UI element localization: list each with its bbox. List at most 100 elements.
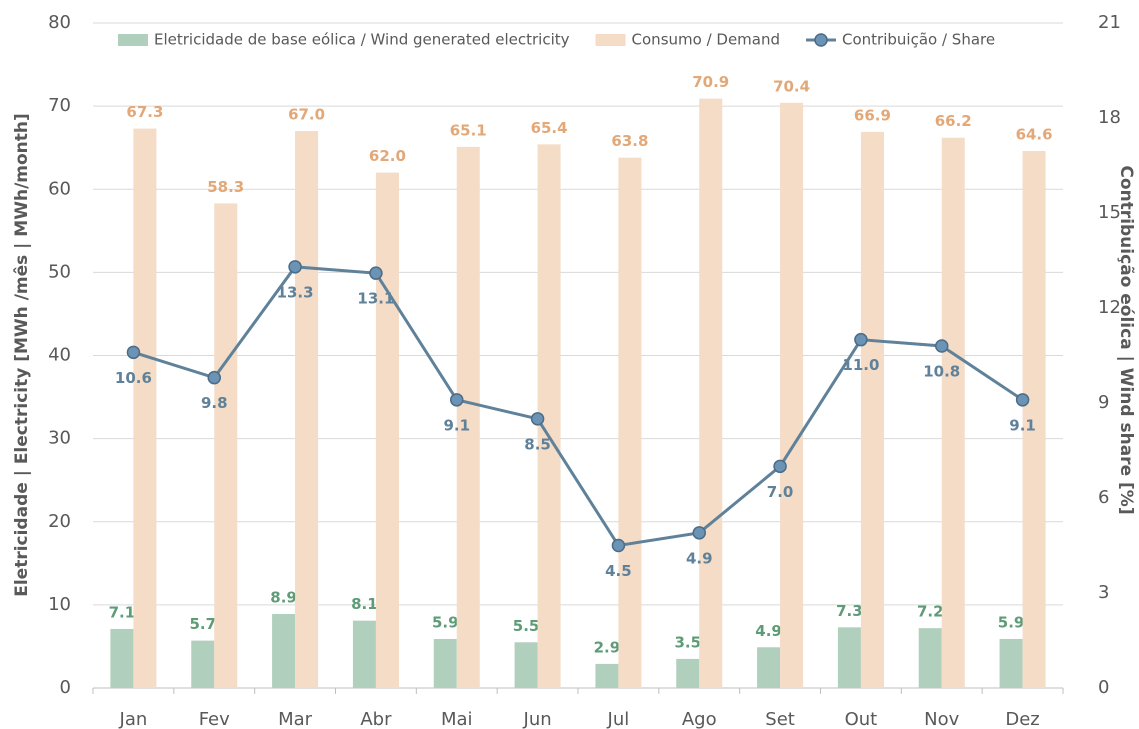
legend-swatch: [595, 34, 626, 46]
data-label: 9.8: [201, 394, 228, 412]
bar: [837, 627, 861, 688]
y-tick-label: 80: [48, 12, 71, 33]
data-label: 7.2: [917, 603, 944, 621]
y2-tick-label: 21: [1098, 12, 1121, 33]
data-label: 67.0: [288, 106, 325, 124]
data-label: 9.1: [443, 416, 470, 434]
data-label: 7.1: [109, 603, 136, 621]
x-tick-label: Ago: [682, 709, 717, 729]
data-label: 10.8: [923, 363, 960, 381]
marker: [126, 345, 141, 360]
y2-tick-label: 15: [1098, 202, 1121, 223]
data-label: 67.3: [126, 103, 163, 121]
data-label: 5.9: [432, 613, 459, 631]
x-tick-label: Abr: [360, 709, 392, 729]
data-label: 62.0: [369, 147, 406, 165]
legend-label: Consumo / Demand: [632, 31, 780, 49]
data-label: 70.9: [692, 73, 729, 91]
data-label: 65.1: [450, 121, 487, 139]
bar: [918, 628, 942, 688]
bar: [999, 638, 1023, 688]
y-axis-label: Eletricidade | Electricity [MWh /mês | M…: [12, 113, 32, 597]
bar: [110, 628, 134, 688]
data-label: 7.0: [767, 483, 794, 501]
data-label: 5.7: [189, 615, 216, 633]
x-tick-label: Mai: [441, 709, 473, 729]
marker: [611, 538, 626, 553]
bar: [375, 172, 399, 688]
y2-tick-label: 18: [1098, 107, 1121, 128]
x-tick-label: Jun: [523, 709, 552, 729]
marker: [530, 412, 545, 426]
bar: [514, 642, 538, 688]
data-label: 4.9: [686, 549, 713, 567]
data-label: 9.1: [1009, 416, 1036, 434]
bar: [941, 137, 965, 688]
x-tick-label: Nov: [924, 709, 959, 729]
data-label: 11.0: [842, 356, 879, 374]
y-tick-label: 30: [48, 428, 71, 449]
y-tick-label: 50: [48, 261, 71, 282]
data-label: 66.2: [935, 112, 972, 130]
marker: [288, 260, 302, 274]
data-label: 4.5: [605, 562, 632, 580]
data-label: 7.3: [836, 602, 863, 620]
data-label: 8.9: [270, 589, 297, 607]
marker: [450, 393, 464, 407]
data-label: 3.5: [674, 633, 701, 651]
bar: [676, 658, 700, 688]
y2-tick-label: 9: [1098, 392, 1109, 413]
data-label: 66.9: [854, 106, 891, 124]
x-tick-label: Fev: [199, 709, 230, 729]
x-tick-label: Dez: [1005, 709, 1039, 729]
y2-tick-label: 12: [1098, 297, 1121, 318]
y-tick-label: 70: [48, 95, 71, 116]
marker: [369, 266, 383, 280]
data-label: 13.1: [357, 290, 394, 308]
y-tick-label: 10: [48, 594, 71, 615]
marker: [207, 370, 221, 385]
y2-tick-label: 3: [1098, 582, 1109, 603]
y2-axis-label: Contribuição eólica | Wind share [%]: [1116, 165, 1136, 514]
x-tick-label: Set: [765, 709, 795, 729]
y2-tick-label: 6: [1098, 487, 1109, 508]
x-tick-label: Mar: [278, 709, 313, 729]
data-label: 13.3: [277, 283, 314, 301]
bar: [780, 102, 804, 689]
data-label: 70.4: [773, 77, 810, 95]
bar: [860, 131, 884, 689]
line: [132, 265, 1024, 548]
legend-label: Eletricidade de base eólica / Wind gener…: [154, 31, 570, 49]
legend-label: Contribuição / Share: [842, 31, 995, 49]
x-tick-label: Jul: [607, 709, 630, 729]
data-label: 2.9: [594, 638, 621, 656]
bar: [433, 638, 457, 688]
legend-swatch: [814, 33, 828, 47]
data-label: 64.6: [1016, 126, 1053, 144]
bar: [352, 620, 376, 688]
bar: [295, 131, 319, 688]
y-tick-label: 40: [48, 345, 71, 366]
bar: [456, 146, 480, 688]
data-label: 8.5: [524, 435, 551, 453]
data-label: 5.9: [998, 613, 1025, 631]
bar: [595, 663, 619, 688]
data-label: 10.6: [115, 369, 152, 387]
marker: [1015, 393, 1030, 407]
legend-swatch: [118, 34, 148, 46]
bar: [757, 647, 781, 688]
data-label: 4.9: [755, 622, 782, 640]
marker: [935, 339, 949, 353]
bar: [1022, 151, 1046, 688]
marker: [773, 459, 787, 474]
marker: [692, 526, 706, 540]
y2-tick-label: 0: [1098, 677, 1109, 698]
bar: [272, 614, 296, 688]
data-label: 8.1: [351, 595, 378, 613]
marker: [854, 332, 868, 347]
y-tick-label: 0: [60, 677, 71, 698]
data-label: 5.5: [513, 617, 540, 635]
x-tick-label: Out: [845, 709, 878, 729]
x-tick-label: Jan: [119, 709, 148, 729]
